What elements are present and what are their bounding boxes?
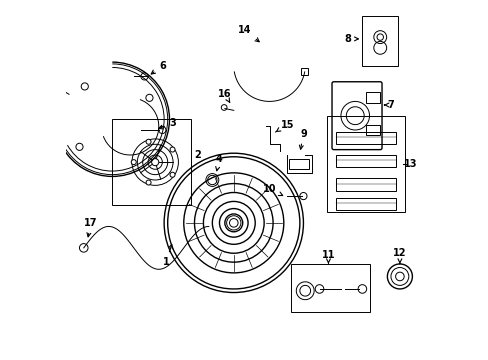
Bar bbox=[365, 125, 380, 135]
Text: 9: 9 bbox=[299, 129, 306, 149]
Bar bbox=[335, 198, 395, 210]
Bar bbox=[288, 158, 308, 169]
Circle shape bbox=[146, 139, 151, 144]
Text: 6: 6 bbox=[151, 61, 165, 74]
Bar bbox=[362, 16, 397, 66]
Text: 3: 3 bbox=[159, 118, 176, 129]
Circle shape bbox=[146, 180, 151, 185]
Circle shape bbox=[170, 147, 175, 152]
Text: 14: 14 bbox=[237, 25, 259, 42]
Text: 7: 7 bbox=[384, 100, 393, 110]
Text: 4: 4 bbox=[215, 154, 223, 171]
Text: 1: 1 bbox=[162, 244, 172, 267]
Text: 11: 11 bbox=[321, 250, 334, 263]
Circle shape bbox=[170, 172, 175, 177]
Text: 16: 16 bbox=[218, 89, 231, 102]
Bar bbox=[290, 264, 369, 312]
Bar bbox=[326, 116, 405, 212]
Text: 12: 12 bbox=[392, 248, 406, 264]
Bar bbox=[335, 132, 395, 144]
Circle shape bbox=[131, 159, 136, 165]
Text: 15: 15 bbox=[275, 120, 293, 132]
Text: 5: 5 bbox=[0, 359, 1, 360]
Bar bbox=[112, 119, 190, 205]
Text: 17: 17 bbox=[84, 218, 98, 237]
Text: 2: 2 bbox=[194, 150, 201, 160]
Bar bbox=[335, 178, 395, 191]
Text: 10: 10 bbox=[262, 184, 282, 195]
Bar bbox=[301, 68, 307, 76]
Bar bbox=[365, 93, 380, 103]
Bar bbox=[335, 155, 395, 167]
Text: 8: 8 bbox=[344, 34, 358, 44]
Text: 13: 13 bbox=[403, 159, 416, 169]
